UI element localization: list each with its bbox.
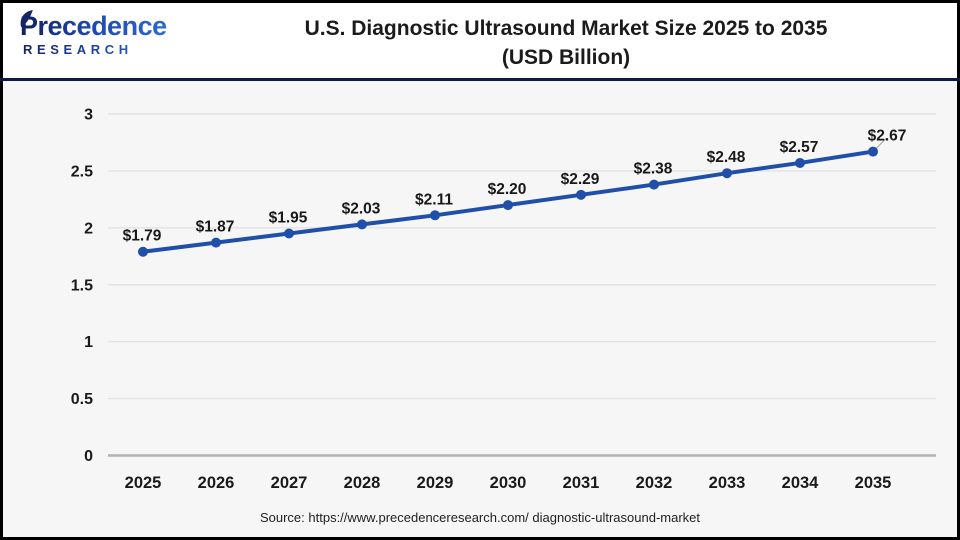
y-tick-label: 2 [84, 220, 93, 237]
chart-title-line1: U.S. Diagnostic Ultrasound Market Size 2… [304, 17, 828, 40]
chart-title: U.S. Diagnostic Ultrasound Market Size 2… [3, 14, 957, 72]
data-label: $1.95 [269, 210, 308, 227]
data-point [795, 157, 805, 168]
label-leader-line [875, 138, 887, 149]
data-point [576, 189, 586, 200]
data-point [138, 246, 148, 257]
data-point [649, 179, 659, 190]
x-tick-label: 2035 [855, 474, 892, 492]
brand-logo: Precedence RESEARCH [20, 10, 180, 56]
brand-wordmark: Precedence [20, 10, 180, 40]
data-label: $2.20 [488, 181, 527, 198]
x-tick-label: 2032 [636, 474, 673, 492]
y-tick-label: 3 [84, 107, 93, 124]
x-tick-label: 2025 [125, 474, 162, 492]
y-tick-label: 2.5 [71, 163, 93, 180]
y-tick-label: 1.5 [71, 277, 93, 294]
header-divider [0, 78, 960, 81]
y-tick-label: 0.5 [71, 391, 93, 408]
leaf-icon [19, 6, 33, 33]
source-text: Source: https://www.precedenceresearch.c… [259, 510, 701, 525]
x-tick-label: 2029 [417, 474, 454, 492]
x-tick-label: 2034 [782, 474, 820, 492]
data-label: $2.11 [415, 191, 453, 208]
data-label: $1.87 [196, 219, 235, 236]
data-point [284, 228, 294, 239]
x-tick-label: 2033 [709, 474, 746, 492]
x-tick-label: 2030 [490, 474, 527, 492]
data-point [357, 219, 367, 230]
brand-subtitle: RESEARCH [20, 43, 180, 56]
data-point [211, 237, 221, 248]
chart-title-line2: (USD Billion) [501, 46, 631, 69]
data-label: $2.57 [780, 139, 819, 156]
data-label: $2.03 [342, 200, 381, 217]
data-point [503, 200, 513, 211]
x-tick-label: 2031 [563, 474, 600, 492]
data-label: $2.29 [561, 171, 600, 188]
data-point [868, 146, 878, 157]
data-label: $2.48 [707, 149, 746, 166]
header: Precedence RESEARCH U.S. Diagnostic Ultr… [3, 3, 957, 78]
data-label: $2.67 [868, 128, 907, 145]
data-label: $2.38 [634, 161, 673, 178]
x-tick-label: 2026 [198, 474, 235, 492]
x-tick-label: 2027 [271, 474, 308, 492]
x-tick-label: 2028 [344, 474, 381, 492]
data-point [430, 210, 440, 221]
y-tick-label: 0 [84, 448, 93, 465]
data-label: $1.79 [123, 228, 162, 245]
chart-area [3, 81, 957, 537]
data-point [722, 168, 732, 179]
y-tick-label: 1 [84, 334, 93, 351]
